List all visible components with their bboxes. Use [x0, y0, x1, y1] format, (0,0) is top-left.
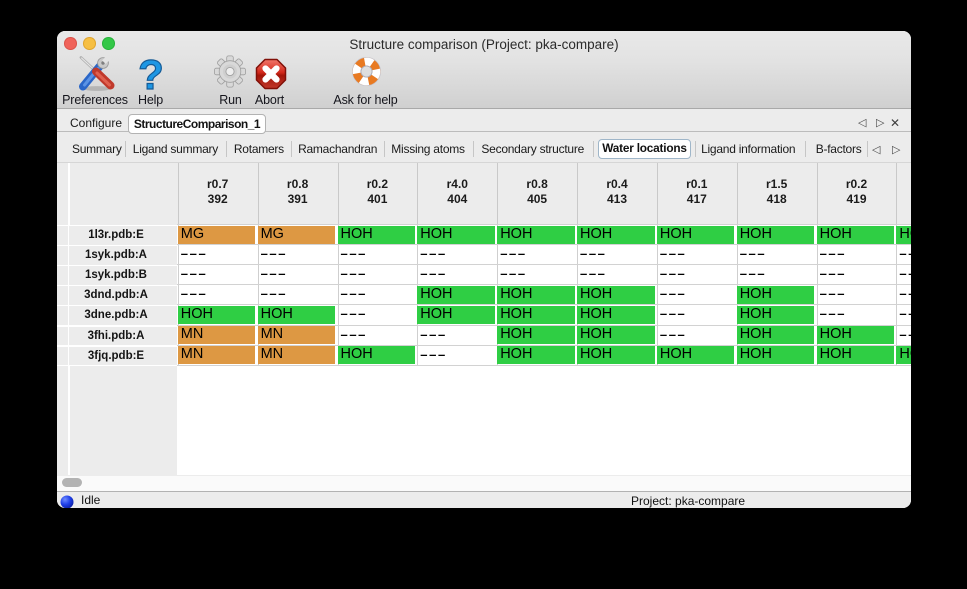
svg-text:?: ?	[138, 56, 164, 96]
